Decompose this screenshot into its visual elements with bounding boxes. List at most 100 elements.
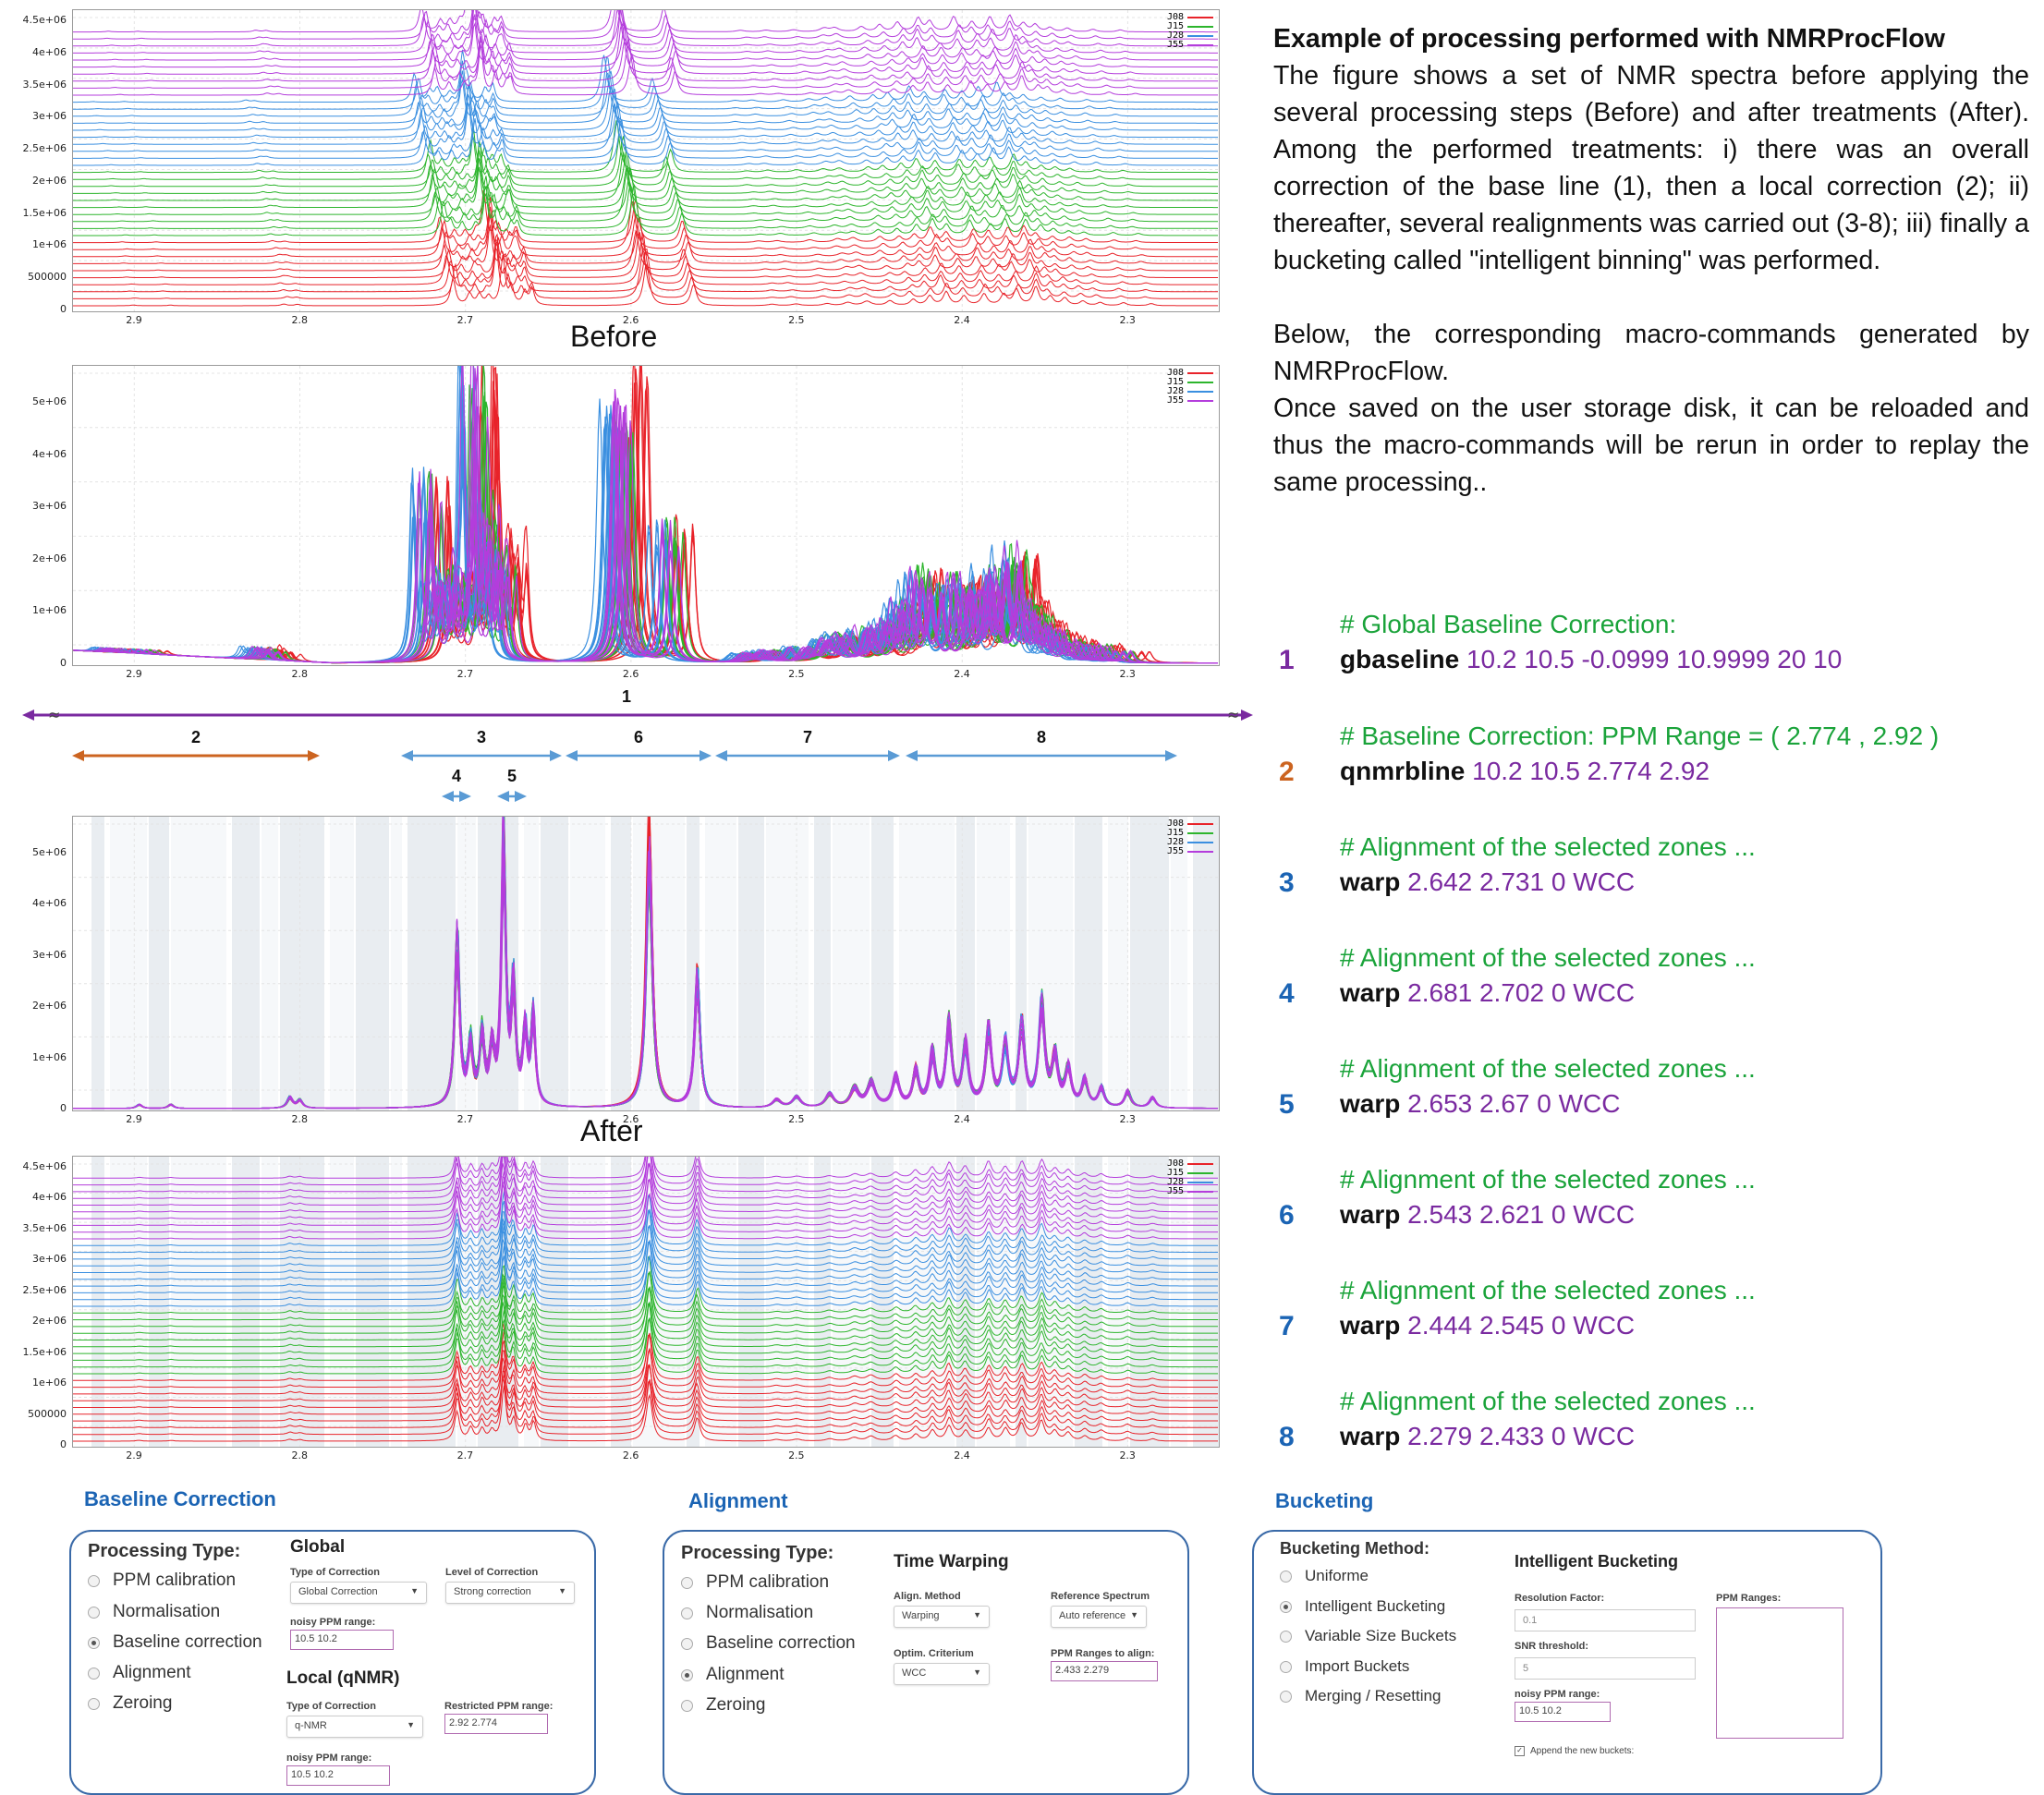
bucket-band (570, 817, 605, 1110)
bucket-band (611, 817, 631, 1110)
x-tick-label: 2.8 (291, 314, 308, 326)
radio-dot[interactable] (88, 1697, 100, 1710)
local-noisy-ppm-range-input[interactable]: 10.5 10.2 (286, 1765, 390, 1786)
legend-label: J15 (1166, 828, 1184, 838)
spectrum-line (73, 118, 1218, 166)
radio-ppm-calibration[interactable]: PPM calibration (88, 1571, 236, 1591)
radio-alignment[interactable]: Alignment (681, 1665, 785, 1685)
bucket-band (391, 1157, 402, 1447)
bucket-band (1171, 817, 1187, 1110)
macro-number: 8 (1279, 1422, 1295, 1452)
resolution-factor-input[interactable]: 0.1 (1515, 1609, 1696, 1631)
optim-criterium-select[interactable]: WCC ▼ (894, 1663, 990, 1685)
macro-keyword: warp (1340, 867, 1401, 896)
macro-keyword: warp (1340, 1089, 1401, 1118)
y-tick-label: 1.5e+06 (22, 206, 67, 219)
radio-zeroing[interactable]: Zeroing (681, 1695, 765, 1716)
bucket-band (232, 1157, 260, 1447)
y-tick-label: 2e+06 (32, 1315, 67, 1328)
radio-import-buckets[interactable]: Import Buckets (1280, 1657, 1409, 1676)
legend-entry: J15 (1167, 22, 1213, 31)
y-tick-label: 4e+06 (32, 897, 67, 910)
level-of-correction-select[interactable]: Strong correction ▼ (445, 1582, 575, 1604)
local-section-title: Local (qNMR) (286, 1668, 400, 1688)
macro-command: warp 2.653 2.67 0 WCC (1340, 1089, 1620, 1119)
radio-zeroing[interactable]: Zeroing (88, 1693, 172, 1714)
snr-threshold-input[interactable]: 5 (1515, 1657, 1696, 1680)
spectrum-line (73, 1364, 1218, 1422)
legend-entry: J15 (1167, 1169, 1213, 1178)
spectrum-line (73, 1357, 1218, 1408)
restricted-ppm-range-input[interactable]: 2.92 2.774 (444, 1714, 548, 1734)
checkbox-check-icon[interactable]: ✓ (1515, 1746, 1525, 1756)
radio-dot[interactable] (1280, 1660, 1292, 1673)
range-arrow: 5 (497, 767, 527, 802)
ppm-ranges-to-align-input[interactable]: 2.433 2.279 (1051, 1661, 1158, 1681)
legend-entry: J55 (1167, 41, 1213, 50)
radio-dot[interactable] (1280, 1570, 1292, 1583)
append-new-buckets-checkbox[interactable]: ✓ Append the new buckets: (1515, 1746, 1634, 1756)
align-method-select[interactable]: Warping ▼ (894, 1606, 990, 1628)
spectrum-line (73, 184, 1218, 237)
axis-break-icon: ≈ (48, 706, 60, 723)
bucket-band (1171, 1157, 1187, 1447)
radio-alignment[interactable]: Alignment (88, 1663, 191, 1683)
radio-dot-selected[interactable] (681, 1668, 693, 1681)
radio-dot[interactable] (88, 1606, 100, 1619)
x-tick-label: 2.6 (622, 1113, 639, 1125)
spectrum-line (73, 1245, 1218, 1301)
bucket-band (91, 1157, 104, 1447)
x-tick-label: 2.3 (1119, 668, 1136, 680)
bucket-band (356, 1157, 389, 1447)
type-of-correction-select[interactable]: Global Correction ▼ (290, 1582, 427, 1604)
y-tick-label: 0 (60, 1438, 67, 1450)
radio-dot-selected[interactable] (88, 1636, 100, 1649)
macro-args: 2.681 2.702 0 WCC (1407, 978, 1636, 1007)
radio-dot[interactable] (1280, 1690, 1292, 1703)
radio-variable-size-buckets[interactable]: Variable Size Buckets (1280, 1627, 1456, 1645)
bucket-band (1108, 817, 1128, 1110)
legend-label: J15 (1166, 21, 1184, 31)
macro-comment: # Alignment of the selected zones ... (1340, 1387, 1756, 1415)
radio-dot[interactable] (681, 1699, 693, 1712)
radio-dot[interactable] (88, 1574, 100, 1587)
radio-baseline-correction[interactable]: Baseline correction (681, 1633, 856, 1654)
macro-command: gbaseline 10.2 10.5 -0.0999 10.9999 20 1… (1340, 645, 1842, 674)
legend: J08 J15 J28 J55 (1167, 369, 1213, 406)
y-tick-label: 0 (60, 1102, 67, 1114)
legend-swatch (1187, 391, 1213, 393)
radio-uniforme[interactable]: Uniforme (1280, 1567, 1369, 1585)
radio-intelligent-bucketing[interactable]: Intelligent Bucketing (1280, 1597, 1445, 1616)
local-type-of-correction-select[interactable]: q-NMR ▼ (286, 1716, 423, 1738)
ppm-ranges-textarea[interactable] (1716, 1607, 1843, 1739)
radio-normalisation[interactable]: Normalisation (681, 1603, 813, 1623)
radio-dot-selected[interactable] (1280, 1600, 1292, 1613)
legend-swatch (1187, 382, 1213, 383)
radio-dot[interactable] (1280, 1630, 1292, 1643)
legend-label: J08 (1166, 819, 1184, 829)
spectrum-line (73, 72, 1218, 124)
legend-label: J28 (1166, 386, 1184, 396)
legend-label: J08 (1166, 368, 1184, 378)
y-tick-label: 1e+06 (32, 604, 67, 617)
noisy-ppm-range-input[interactable]: 10.5 10.2 (290, 1630, 394, 1650)
bucketing-panel: Bucketing Method: Uniforme Intelligent B… (1252, 1530, 1882, 1795)
radio-normalisation[interactable]: Normalisation (88, 1602, 220, 1622)
radio-ppm-calibration[interactable]: PPM calibration (681, 1572, 829, 1593)
radio-label: Variable Size Buckets (1305, 1627, 1457, 1644)
y-tick-label: 1e+06 (32, 238, 67, 251)
reference-spectrum-select[interactable]: Auto reference ▼ (1051, 1606, 1147, 1628)
x-tick-label: 2.6 (622, 314, 639, 326)
radio-dot[interactable] (681, 1607, 693, 1619)
spectrum-line (73, 150, 1218, 201)
radio-dot[interactable] (88, 1667, 100, 1680)
radio-merging-resetting[interactable]: Merging / Resetting (1280, 1687, 1441, 1705)
spectra-plot-before-overlay: J08 J15 J28 J55 (72, 365, 1220, 666)
spectrum-line (73, 1255, 1218, 1307)
radio-dot[interactable] (681, 1637, 693, 1650)
bucket-band (956, 817, 975, 1110)
chevron-down-icon: ▼ (973, 1610, 981, 1619)
radio-dot[interactable] (681, 1576, 693, 1589)
noisy-ppm-range-input[interactable]: 10.5 10.2 (1515, 1702, 1611, 1722)
radio-baseline-correction[interactable]: Baseline correction (88, 1632, 262, 1653)
